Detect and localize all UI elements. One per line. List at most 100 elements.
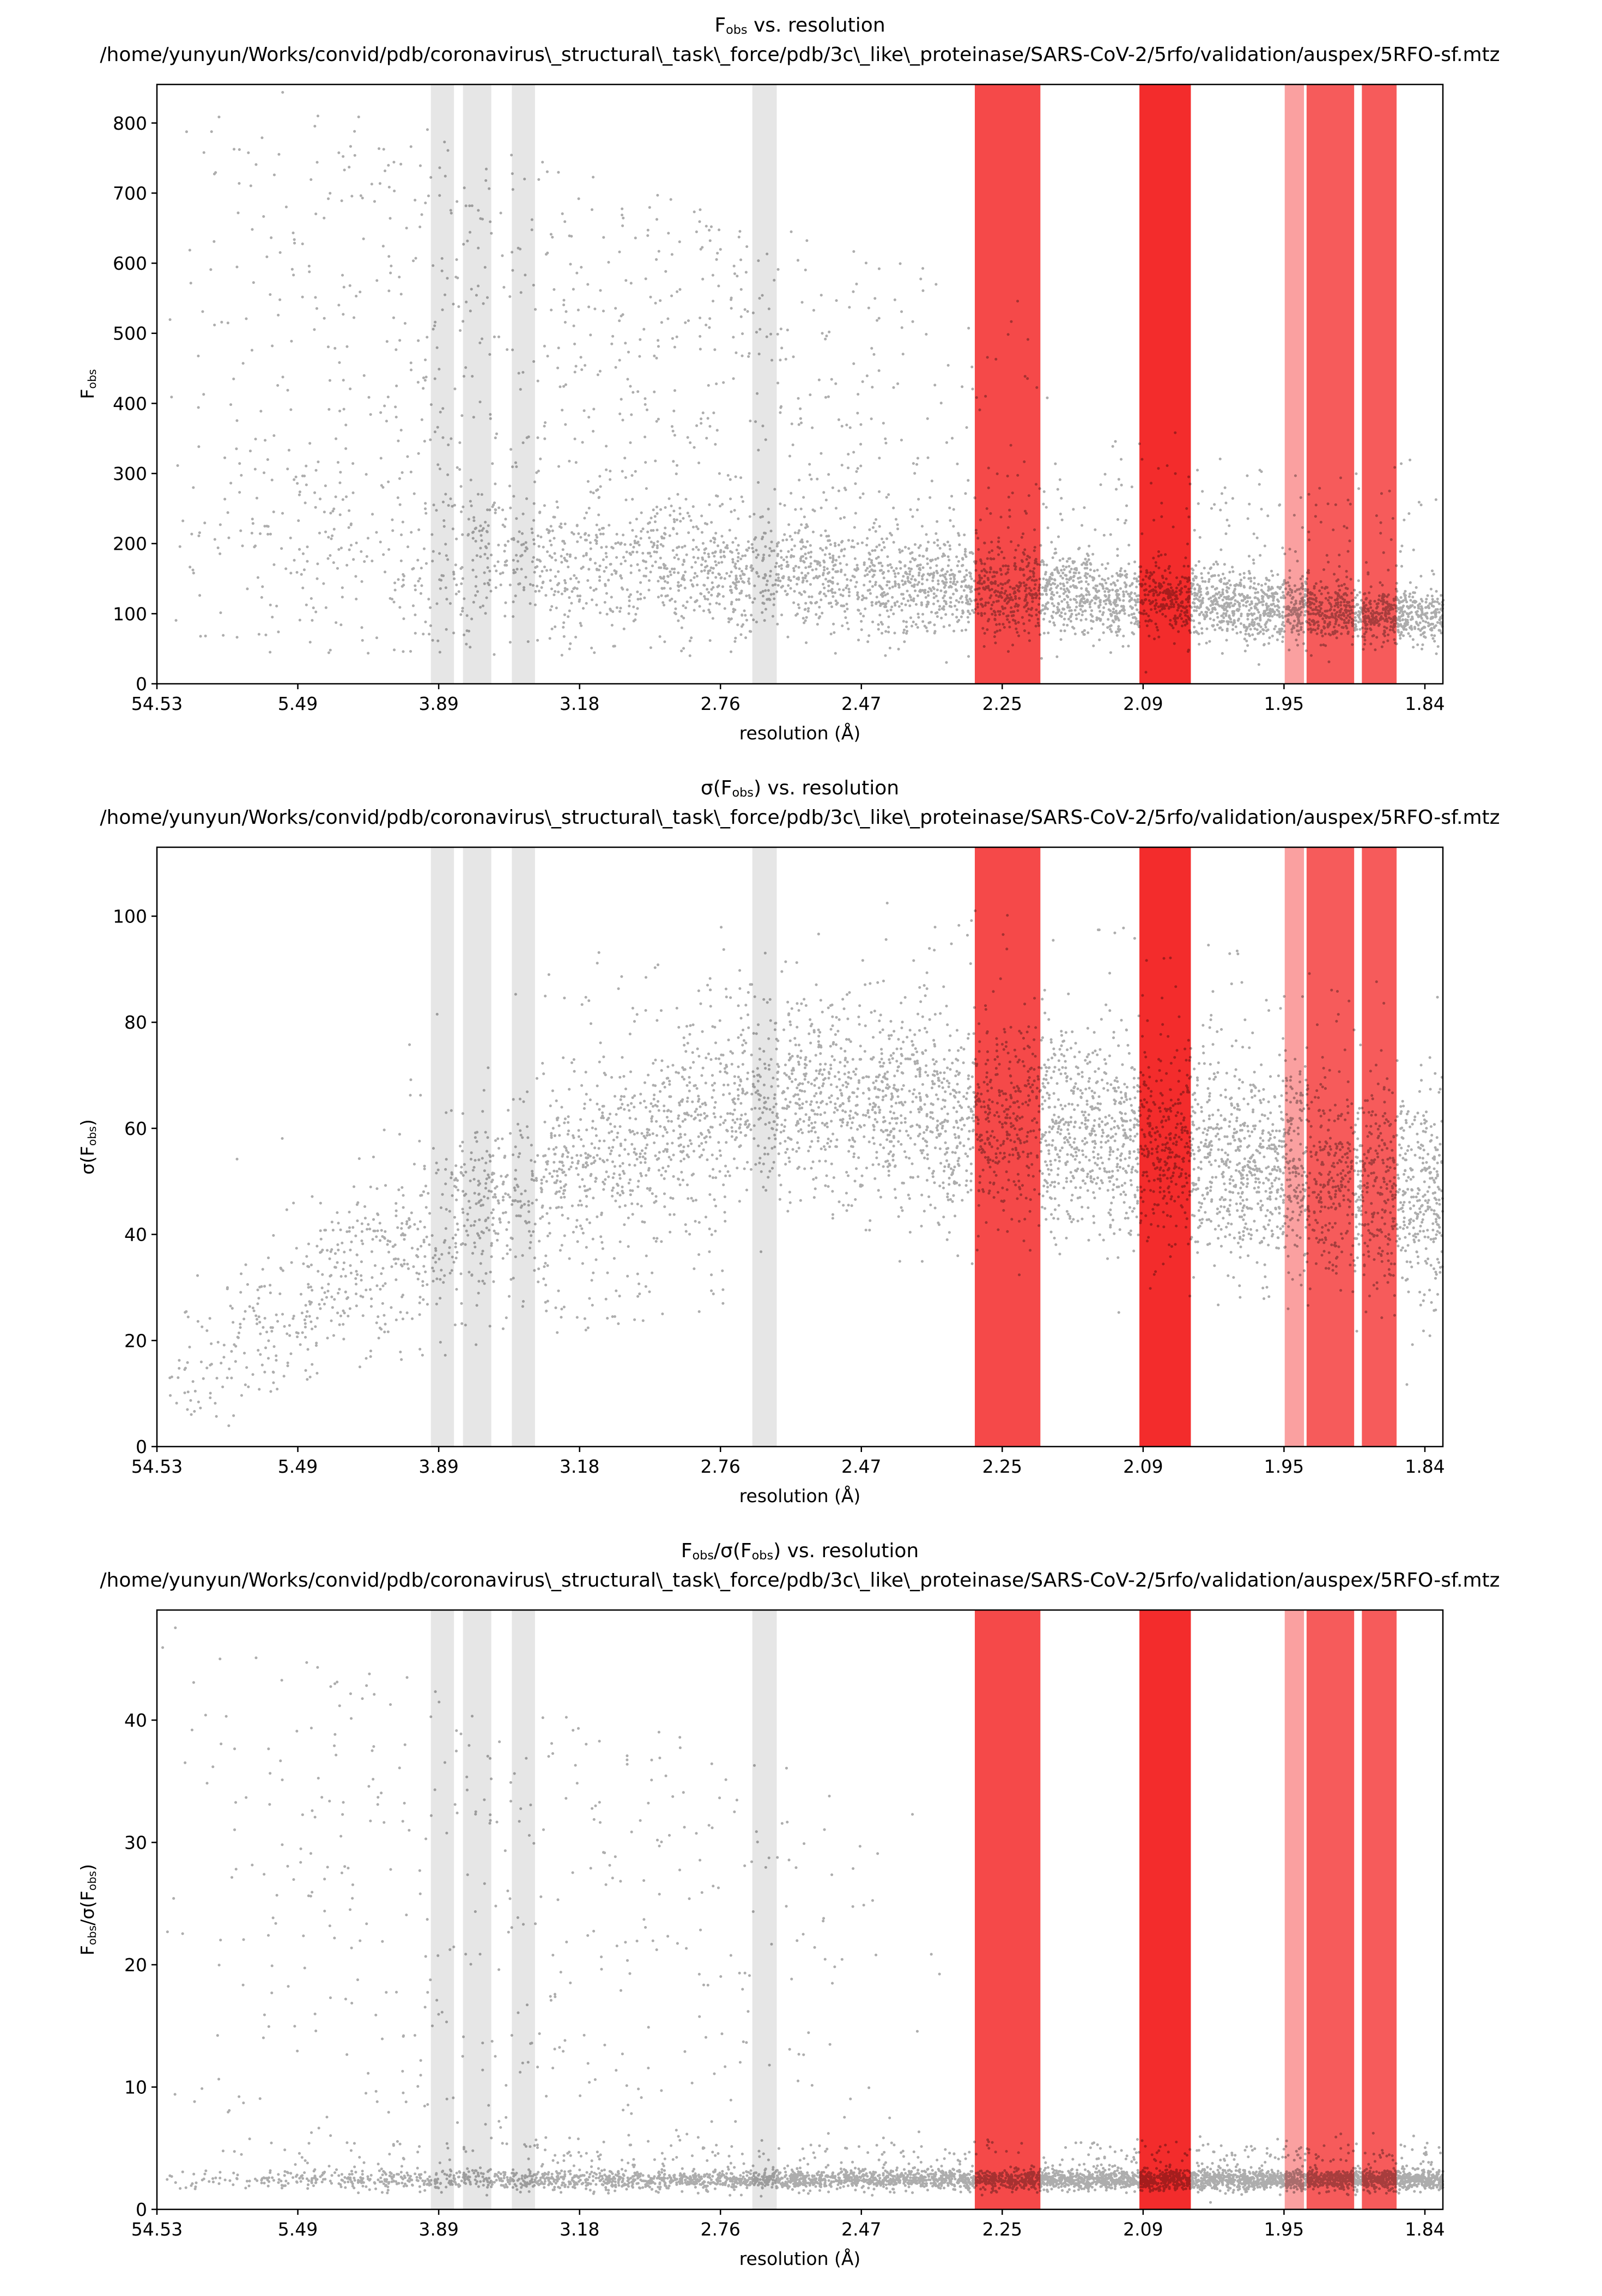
x-tick-label: 54.53 bbox=[131, 693, 183, 714]
red-band bbox=[1284, 847, 1304, 1447]
y-tick-label: 10 bbox=[124, 2077, 147, 2098]
fobs-panel: 0 100 200 300 400 500 600 700 800 54.53 5.49 3.89 3.… bbox=[0, 0, 1602, 763]
ratio-panel: 0 10 20 30 40 54.53 5.49 3.89 3.18 2.76 2.47 2.25 2.… bbox=[0, 1526, 1602, 2288]
x-tick-label: 2.47 bbox=[841, 1456, 881, 1477]
y-axis-label: σ(Fobs) bbox=[77, 1119, 99, 1175]
chart-subtitle-path: /home/yunyun/Works/convid/pdb/coronaviru… bbox=[100, 44, 1500, 66]
axes-layer: 0 20 40 60 80 100 54.53 5.49 3.89 3.18 2.76 2.47 2.2… bbox=[77, 777, 1500, 1507]
gray-band bbox=[463, 847, 491, 1447]
y-tick-label: 20 bbox=[124, 1954, 147, 1976]
x-tick-label: 2.76 bbox=[700, 2219, 740, 2240]
y-tick-label: 0 bbox=[136, 1436, 147, 1457]
y-tick-label: 80 bbox=[124, 1012, 147, 1033]
red-band bbox=[1362, 84, 1397, 684]
x-tick-label: 5.49 bbox=[278, 1456, 318, 1477]
x-tick-label: 1.84 bbox=[1405, 2219, 1445, 2240]
x-tick-label: 1.95 bbox=[1264, 2219, 1304, 2240]
sigma-panel: 0 20 40 60 80 100 54.53 5.49 3.89 3.18 2.76 2.47 2.2… bbox=[0, 763, 1602, 1526]
red-band bbox=[1139, 1610, 1191, 2209]
x-tick-label: 3.18 bbox=[560, 1456, 599, 1477]
x-tick-label: 54.53 bbox=[131, 1456, 183, 1477]
ratio-chart: 0 10 20 30 40 54.53 5.49 3.89 3.18 2.76 2.47 2.25 2.… bbox=[77, 1540, 1500, 2269]
chart-subtitle-path: /home/yunyun/Works/convid/pdb/coronaviru… bbox=[100, 1569, 1500, 1592]
chart-title: Fobs/σ(Fobs) vs. resolution bbox=[681, 1540, 919, 1563]
y-tick-label: 600 bbox=[113, 253, 147, 274]
x-tick-label: 2.09 bbox=[1123, 1456, 1163, 1477]
gray-band bbox=[752, 847, 777, 1447]
red-band bbox=[1139, 84, 1191, 684]
x-tick-label: 3.18 bbox=[560, 2219, 599, 2240]
x-tick-label: 2.25 bbox=[982, 693, 1022, 714]
band-layer bbox=[430, 847, 1397, 1447]
gray-band bbox=[752, 84, 777, 684]
points-layer bbox=[168, 902, 1445, 1428]
scatter-points bbox=[168, 902, 1445, 1428]
x-tick-label: 2.47 bbox=[841, 2219, 881, 2240]
chart-subtitle-path: /home/yunyun/Works/convid/pdb/coronaviru… bbox=[100, 806, 1500, 829]
band-layer bbox=[430, 1610, 1397, 2209]
gray-band bbox=[512, 84, 535, 684]
points-layer bbox=[161, 1626, 1445, 2204]
band-layer bbox=[430, 84, 1397, 684]
x-tick-label: 5.49 bbox=[278, 693, 318, 714]
gray-band bbox=[463, 1610, 491, 2209]
points-layer bbox=[168, 91, 1445, 674]
red-band bbox=[974, 847, 1041, 1447]
y-axis-label: Fobs bbox=[77, 369, 99, 399]
axes-layer: 0 10 20 30 40 54.53 5.49 3.89 3.18 2.76 2.47 2.25 2.… bbox=[77, 1540, 1500, 2269]
y-tick-label: 800 bbox=[113, 113, 147, 134]
red-band bbox=[1284, 84, 1304, 684]
y-tick-label: 20 bbox=[124, 1330, 147, 1351]
y-tick-label: 60 bbox=[124, 1118, 147, 1139]
x-tick-label: 54.53 bbox=[131, 2219, 183, 2240]
gray-band bbox=[512, 1610, 535, 2209]
red-band bbox=[1284, 1610, 1304, 2209]
y-tick-label: 500 bbox=[113, 323, 147, 344]
x-tick-label: 1.84 bbox=[1405, 1456, 1445, 1477]
x-tick-label: 1.95 bbox=[1264, 1456, 1304, 1477]
red-band bbox=[1362, 1610, 1397, 2209]
x-tick-label: 2.25 bbox=[982, 1456, 1022, 1477]
gray-band bbox=[430, 84, 454, 684]
x-tick-label: 2.09 bbox=[1123, 2219, 1163, 2240]
gray-band bbox=[430, 1610, 454, 2209]
red-band bbox=[1306, 1610, 1355, 2209]
red-band bbox=[974, 1610, 1041, 2209]
y-axis-label: Fobs/σ(Fobs) bbox=[77, 1864, 99, 1955]
y-tick-label: 0 bbox=[136, 2199, 147, 2220]
x-axis-label: resolution (Å) bbox=[739, 1485, 861, 1507]
y-tick-label: 200 bbox=[113, 533, 147, 555]
gray-band bbox=[512, 847, 535, 1447]
x-tick-label: 3.89 bbox=[418, 1456, 458, 1477]
red-band bbox=[974, 84, 1041, 684]
x-tick-label: 1.95 bbox=[1264, 693, 1304, 714]
gray-band bbox=[463, 84, 491, 684]
chart-title: σ(Fobs) vs. resolution bbox=[701, 777, 899, 800]
x-tick-label: 2.25 bbox=[982, 2219, 1022, 2240]
chart-title: Fobs vs. resolution bbox=[714, 14, 885, 37]
red-band bbox=[1139, 847, 1191, 1447]
red-band bbox=[1306, 84, 1355, 684]
x-axis-label: resolution (Å) bbox=[739, 722, 861, 744]
x-tick-label: 2.76 bbox=[700, 1456, 740, 1477]
plot-frame bbox=[156, 846, 1444, 1448]
fobs-chart: 0 100 200 300 400 500 600 700 800 54.53 5.49 3.89 3.… bbox=[77, 14, 1500, 744]
x-tick-label: 2.47 bbox=[841, 693, 881, 714]
y-tick-label: 700 bbox=[113, 183, 147, 204]
x-tick-label: 3.18 bbox=[560, 693, 599, 714]
x-tick-label: 5.49 bbox=[278, 2219, 318, 2240]
plot-frame bbox=[156, 1609, 1444, 2210]
y-tick-label: 100 bbox=[113, 906, 147, 927]
x-tick-label: 3.89 bbox=[418, 693, 458, 714]
red-band bbox=[1306, 847, 1355, 1447]
x-axis-label: resolution (Å) bbox=[739, 2248, 861, 2269]
y-tick-label: 0 bbox=[136, 673, 147, 695]
sigma-chart: 0 20 40 60 80 100 54.53 5.49 3.89 3.18 2.76 2.47 2.2… bbox=[77, 777, 1500, 1507]
gray-band bbox=[430, 847, 454, 1447]
plot-frame bbox=[156, 83, 1444, 685]
y-tick-label: 300 bbox=[113, 463, 147, 484]
red-band bbox=[1362, 847, 1397, 1447]
axes-layer: 0 100 200 300 400 500 600 700 800 54.53 5.49 3.89 3.… bbox=[77, 14, 1500, 744]
x-tick-label: 2.76 bbox=[700, 693, 740, 714]
x-tick-label: 1.84 bbox=[1405, 693, 1445, 714]
